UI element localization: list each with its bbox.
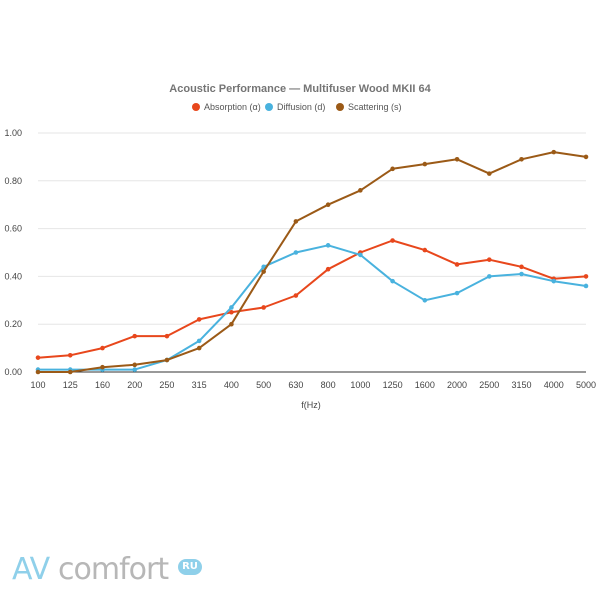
data-point [422,161,428,167]
data-point [196,317,202,322]
data-point [164,357,170,363]
data-point [551,278,557,284]
grid [38,132,586,325]
legend-item: Absorption (α) [192,102,261,112]
x-tick-label: 315 [192,380,207,390]
series-line [38,244,587,371]
data-point [486,257,492,262]
data-point [390,238,395,243]
x-tick-label: 100 [30,380,45,390]
y-tick-label: 0.20 [4,319,22,329]
logo-comfort-text: comfort [58,552,169,587]
data-point [229,309,234,315]
data-point [583,274,589,279]
data-point [100,364,105,370]
series-group [35,149,589,375]
data-point [35,369,41,375]
logo-ru-badge: RU [178,559,202,575]
x-tick-label: 1600 [415,380,435,390]
y-tick-label: 0.80 [4,176,22,186]
series-line [38,151,587,373]
data-point [422,247,428,253]
series-1 [35,238,589,360]
legend-item: Scattering (s) [336,102,402,112]
data-point [229,305,234,310]
data-point [519,271,524,277]
data-point [35,355,41,360]
data-point [67,352,73,358]
x-tick-label: 500 [256,380,271,390]
y-tick-label: 0.40 [4,271,22,281]
data-point [164,333,170,339]
data-point [454,290,460,296]
data-point [325,202,331,207]
x-tick-label: 630 [288,380,303,390]
data-point [261,269,266,274]
legend-label: Diffusion (d) [277,102,325,112]
y-tick-label: 1.00 [4,128,22,138]
data-point [100,345,105,351]
chart-title: Acoustic Performance — Multifuser Wood M… [169,83,431,95]
legend-marker [265,103,273,111]
legend-marker [192,103,200,111]
data-point [551,149,557,155]
y-tick-label: 0.00 [4,367,22,377]
data-point [132,362,138,368]
series-2 [35,243,589,372]
y-tick-label: 0.60 [4,224,22,234]
data-point [132,367,138,372]
data-point [293,219,299,224]
x-tick-label: 2000 [447,380,467,390]
data-point [67,369,73,375]
x-tick-label: 1000 [350,380,370,390]
x-tick-label: 160 [95,380,110,390]
data-point [486,274,492,279]
data-point [519,264,524,270]
data-point [293,250,299,255]
data-point [325,266,331,272]
x-axis-ticks: 100 125 160 200 250 315 400 500 630 800 1000 1250 16… [30,380,596,390]
legend-label: Scattering (s) [348,102,402,112]
x-tick-label: 1250 [383,380,403,390]
data-point [390,278,395,284]
data-point [132,333,138,339]
x-axis-label: f(Hz) [301,400,321,410]
legend-item: Diffusion (d) [265,102,325,112]
x-tick-label: 800 [321,380,336,390]
x-tick-label: 2500 [479,380,499,390]
x-tick-label: 4000 [544,380,564,390]
data-point [325,243,331,248]
data-point [196,345,202,351]
data-point [196,338,202,344]
x-tick-label: 400 [224,380,239,390]
legend: Absorption (α) Diffusion (d) Scattering (s… [192,102,402,112]
y-axis-ticks: 0.00 0.20 0.40 0.60 0.80 1.00 [4,128,22,377]
x-tick-label: 5000 [576,380,596,390]
legend-marker [336,103,344,111]
series-line [37,239,587,359]
x-tick-label: 3150 [512,380,532,390]
data-point [583,154,589,160]
data-point [358,252,363,258]
data-point [583,283,589,289]
data-point [358,188,363,193]
data-point [454,156,460,162]
x-tick-label: 125 [63,380,78,390]
data-point [422,298,428,303]
data-point [293,293,299,298]
logo-av-text: AV [12,552,50,587]
data-point [229,321,234,327]
data-point [454,262,460,267]
series-3 [35,149,589,375]
legend-label: Absorption (α) [204,102,261,112]
x-tick-label: 200 [127,380,142,390]
data-point [390,166,395,172]
data-point [261,305,266,310]
x-tick-label: 250 [159,380,174,390]
data-point [519,156,524,162]
watermark-logo: AV comfort RU [12,552,212,588]
data-point [486,171,492,176]
